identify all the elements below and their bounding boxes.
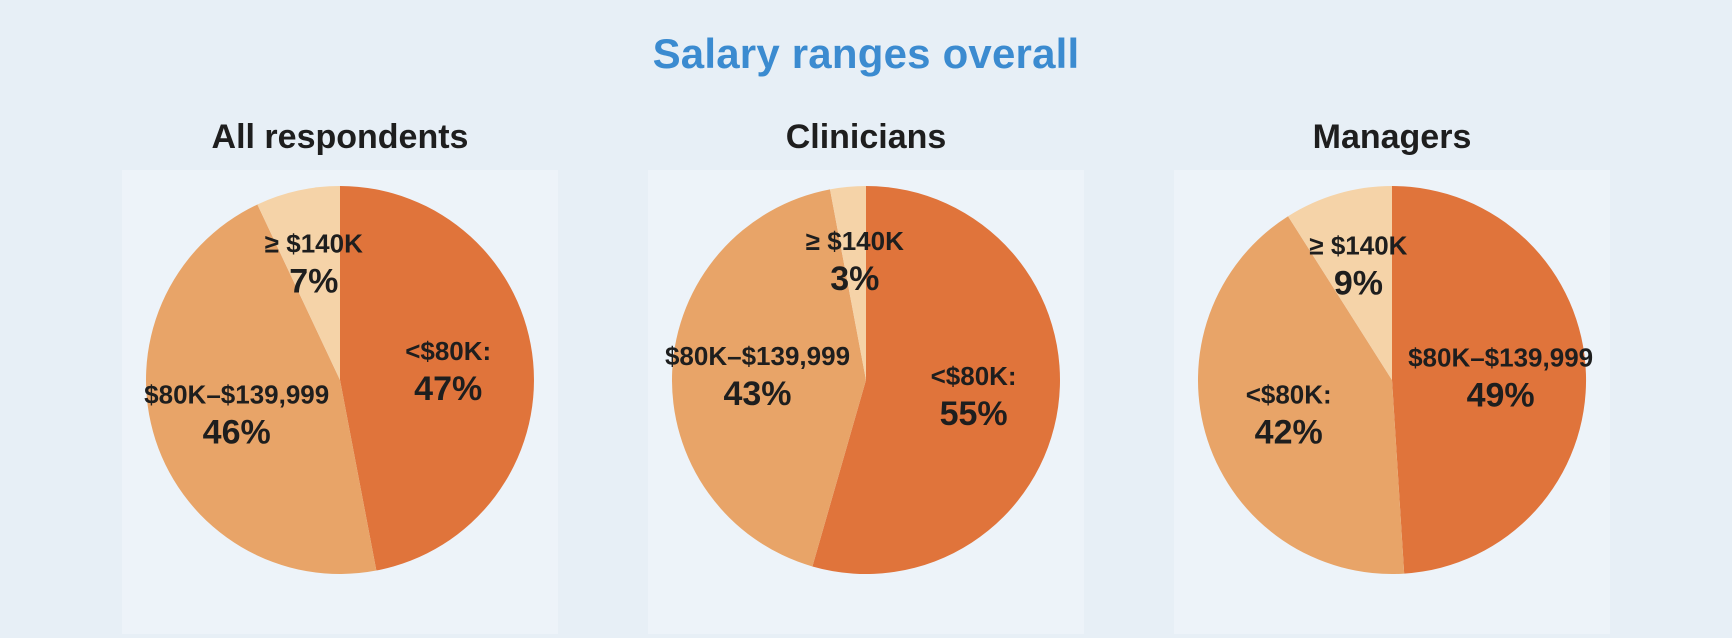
chart-title: Salary ranges overall: [652, 30, 1080, 77]
slice-category-label: $80K–$139,999: [665, 341, 850, 371]
slice-value-label: 43%: [723, 375, 791, 413]
slice-value-label: 55%: [940, 395, 1008, 433]
pie-panel-clinicians: Clinicians <$80K: 55% $80K–$139,999 43% ≥ $1…: [606, 114, 1126, 634]
pie-slice-80k-139-999: [146, 204, 377, 574]
pie-panel-managers: Managers $80K–$139,999 49% <$80K: 42% ≥ $140…: [1132, 114, 1652, 634]
pie-chart-clinicians: <$80K: 55% $80K–$139,999 43% ≥ $140K 3%: [665, 186, 1060, 574]
pie-title: Clinicians: [785, 118, 947, 156]
slice-value-label: 47%: [414, 370, 482, 408]
slice-value-label: 7%: [289, 263, 338, 301]
pie-title: All respondents: [211, 118, 469, 156]
pie-panel-all-respondents: All respondents <$80K: 47% $80K–$139,999 46…: [80, 114, 600, 634]
slice-category-label: ≥ $140K: [806, 226, 904, 256]
slice-value-label: 3%: [830, 260, 879, 298]
slice-category-label: <$80K:: [931, 361, 1017, 391]
pie-slice-80k: [1197, 216, 1405, 575]
pie-slice-140k: [1288, 186, 1392, 380]
pie-slice-140k: [257, 186, 340, 380]
slice-category-label: ≥ $140K: [1309, 231, 1407, 261]
pie-slice-80k-139-999: [1392, 186, 1587, 574]
slice-category-label: ≥ $140K: [265, 229, 363, 259]
pie-title: Managers: [1312, 118, 1472, 156]
slice-value-label: 49%: [1467, 377, 1535, 415]
pie-chart-managers: $80K–$139,999 49% <$80K: 42% ≥ $140K 9%: [1197, 186, 1593, 575]
slice-category-label: <$80K:: [405, 336, 491, 366]
slice-value-label: 46%: [203, 414, 271, 452]
slice-category-label: <$80K:: [1246, 380, 1332, 410]
slice-value-label: 9%: [1334, 265, 1383, 303]
slice-category-label: $80K–$139,999: [144, 380, 329, 410]
pie-slice-80k-139-999: [671, 189, 866, 567]
pie-slice-140k: [830, 186, 866, 380]
pie-chart-all-respondents: <$80K: 47% $80K–$139,999 46% ≥ $140K 7%: [144, 186, 534, 574]
slice-value-label: 42%: [1255, 414, 1323, 452]
slice-category-label: $80K–$139,999: [1408, 343, 1593, 373]
pie-slice-80k: [340, 186, 534, 571]
pie-slice-80k: [812, 186, 1060, 574]
